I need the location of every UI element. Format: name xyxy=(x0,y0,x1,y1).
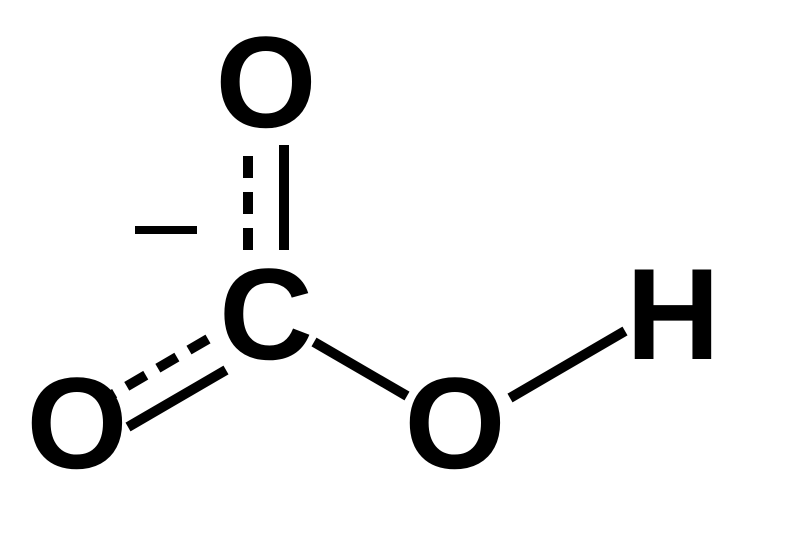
atom-o-right: O xyxy=(404,358,505,488)
atom-o-top: O xyxy=(215,17,316,147)
atom-c-center: C xyxy=(219,249,313,379)
bond-o-h xyxy=(510,331,625,398)
negative-charge-icon xyxy=(135,226,197,234)
atom-h-right: H xyxy=(626,249,720,379)
chemical-structure-diagram: O C O O H xyxy=(0,0,800,541)
atom-o-left: O xyxy=(26,358,127,488)
bond-c-o-right xyxy=(314,342,407,396)
